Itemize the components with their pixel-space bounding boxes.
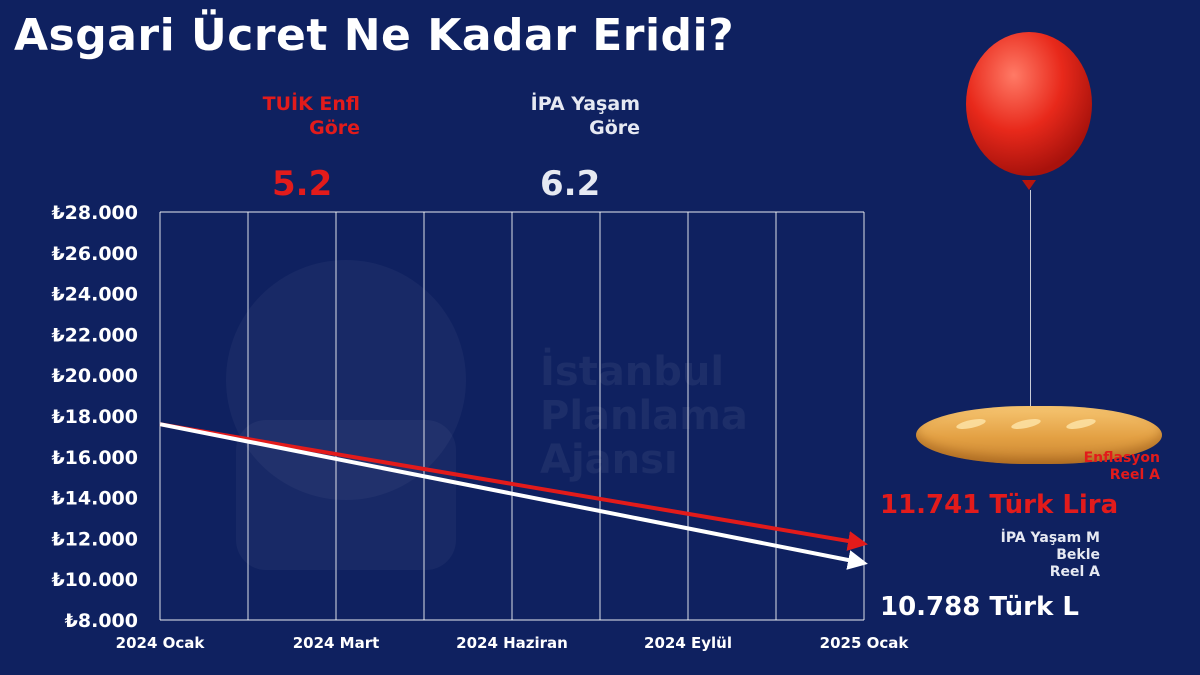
tuik-end-label: Enflasyon Reel A — [860, 450, 1160, 484]
y-tick-label: ₺8.000 — [65, 610, 138, 632]
y-tick-label: ₺12.000 — [51, 528, 138, 550]
x-tick-label: 2024 Eylül — [644, 634, 732, 652]
ipa-header-line-2: Göre — [589, 117, 640, 139]
y-tick-label: ₺28.000 — [51, 202, 138, 224]
watermark-line-2: Planlama — [540, 393, 748, 439]
ipa-end-label-line-3: Reel A — [1049, 564, 1100, 580]
tuik-end-label-line-1: Enflasyon — [1083, 450, 1160, 466]
ipa-header: İPA Yaşam Göre — [450, 92, 640, 140]
page-title: Asgari Ücret Ne Kadar Eridi? — [14, 10, 735, 61]
balloon-string — [1030, 190, 1031, 410]
x-tick-label: 2025 Ocak — [820, 634, 910, 652]
x-tick-label: 2024 Mart — [293, 634, 380, 652]
x-tick-label: 2024 Ocak — [116, 634, 206, 652]
tuik-header-line-1: TUİK Enfl — [262, 93, 360, 115]
y-tick-label: ₺20.000 — [51, 365, 138, 387]
watermark-line-1: İstanbul — [540, 349, 725, 395]
tuik-header-line-2: Göre — [309, 117, 360, 139]
x-tick-label: 2024 Haziran — [456, 634, 568, 652]
y-tick-label: ₺18.000 — [51, 406, 138, 428]
tuik-end-label-line-2: Reel A — [1109, 467, 1160, 483]
ipa-end-label-line-2: Bekle — [1056, 547, 1100, 563]
y-tick-label: ₺22.000 — [51, 324, 138, 346]
watermark-text: İstanbul Planlama Ajansı — [540, 350, 748, 482]
y-tick-label: ₺10.000 — [51, 569, 138, 591]
tuik-big-value: 5.2 — [272, 164, 333, 204]
y-tick-label: ₺16.000 — [51, 447, 138, 469]
balloon-icon — [964, 30, 1094, 190]
tuik-header: TUİK Enfl Göre — [200, 92, 360, 140]
ipa-end-label-line-1: İPA Yaşam M — [1000, 530, 1100, 546]
y-tick-label: ₺26.000 — [51, 243, 138, 265]
series-line-0 — [159, 422, 868, 551]
tuik-end-value: 11.741 Türk Lira — [880, 490, 1119, 520]
bread-icon — [916, 406, 1162, 464]
y-tick-label: ₺14.000 — [51, 488, 138, 510]
y-tick-label: ₺24.000 — [51, 284, 138, 306]
ipa-big-value: 6.2 — [540, 164, 601, 204]
ipa-end-label: İPA Yaşam M Bekle Reel A — [880, 530, 1100, 581]
watermark-line-3: Ajansı — [540, 437, 678, 483]
ipa-end-value: 10.788 Türk L — [880, 592, 1079, 622]
series-line-1 — [159, 422, 868, 570]
ipa-header-line-1: İPA Yaşam — [530, 93, 640, 115]
watermark-logo — [196, 250, 496, 590]
